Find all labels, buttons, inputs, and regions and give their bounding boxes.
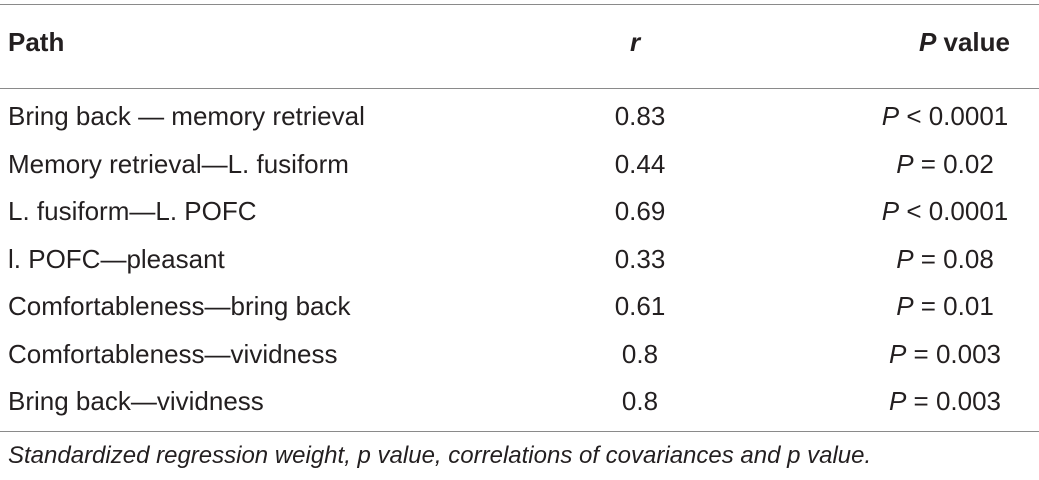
cell-p-value: P = 0.003 <box>845 378 1039 426</box>
cell-path: Comfortableness—bring back <box>8 291 351 321</box>
table-row: L. fusiform—L. POFC 0.69 P < 0.0001 <box>0 188 1039 236</box>
cell-p-symbol: P <box>881 101 900 131</box>
cell-p-text: = 0.003 <box>906 338 1002 369</box>
cell-p-text: = 0.02 <box>913 148 994 179</box>
table-header-row: Path r P value <box>0 20 1039 64</box>
header-rule <box>0 88 1039 89</box>
table-row: Comfortableness—bring back 0.61 P = 0.01 <box>0 283 1039 331</box>
cell-p-symbol: P <box>881 196 900 226</box>
cell-p-text: < 0.0001 <box>899 101 1009 131</box>
header-p-value: P value <box>919 20 1010 64</box>
cell-r: 0.83 <box>614 101 666 131</box>
cell-path: L. fusiform—L. POFC <box>8 196 257 226</box>
cell-p-text: = 0.003 <box>906 386 1002 416</box>
table-row: l. POFC—pleasant 0.33 P = 0.08 <box>0 236 1039 284</box>
header-r: r <box>630 27 641 57</box>
cell-p-value: P = 0.003 <box>845 331 1039 379</box>
cell-r: 0.44 <box>614 148 666 179</box>
cell-r: 0.8 <box>621 338 659 369</box>
cell-path: Comfortableness—vividness <box>8 338 338 369</box>
table-row: Bring back—vividness 0.8 P = 0.003 <box>0 378 1039 426</box>
table-footnote: Standardized regression weight, p value,… <box>8 442 872 469</box>
cell-p-value: P = 0.08 <box>845 236 1039 284</box>
cell-path: Bring back—vividness <box>8 386 264 416</box>
cell-p-symbol: P <box>888 386 907 416</box>
cell-r: 0.69 <box>614 196 666 226</box>
table-row: Comfortableness—vividness 0.8 P = 0.003 <box>0 331 1039 379</box>
cell-p-value: P = 0.02 <box>845 141 1039 189</box>
header-path: Path <box>8 27 65 57</box>
cell-p-symbol: P <box>888 338 907 369</box>
cell-p-text: = 0.01 <box>913 291 994 321</box>
cell-p-text: < 0.0001 <box>899 196 1009 226</box>
top-rule <box>0 4 1039 5</box>
cell-p-value: P < 0.0001 <box>845 188 1039 236</box>
cell-p-symbol: P <box>896 291 914 321</box>
cell-p-symbol: P <box>896 243 914 274</box>
cell-path: Bring back — memory retrieval <box>8 101 365 131</box>
cell-r: 0.8 <box>621 386 659 416</box>
cell-p-value: P < 0.0001 <box>845 93 1039 141</box>
cell-r: 0.61 <box>614 291 666 321</box>
cell-path: Memory retrieval—L. fusiform <box>8 148 349 179</box>
table-body: Bring back — memory retrieval 0.83 P < 0… <box>0 93 1039 426</box>
bottom-rule <box>0 431 1039 432</box>
header-p-symbol: P <box>918 27 937 57</box>
table-row: Memory retrieval—L. fusiform 0.44 P = 0.… <box>0 141 1039 189</box>
cell-path: l. POFC—pleasant <box>8 243 225 274</box>
cell-p-symbol: P <box>896 148 914 179</box>
table-row: Bring back — memory retrieval 0.83 P < 0… <box>0 93 1039 141</box>
cell-p-text: = 0.08 <box>913 243 994 274</box>
cell-r: 0.33 <box>614 243 666 274</box>
header-p-label: value <box>936 27 1011 57</box>
cell-p-value: P = 0.01 <box>845 283 1039 331</box>
